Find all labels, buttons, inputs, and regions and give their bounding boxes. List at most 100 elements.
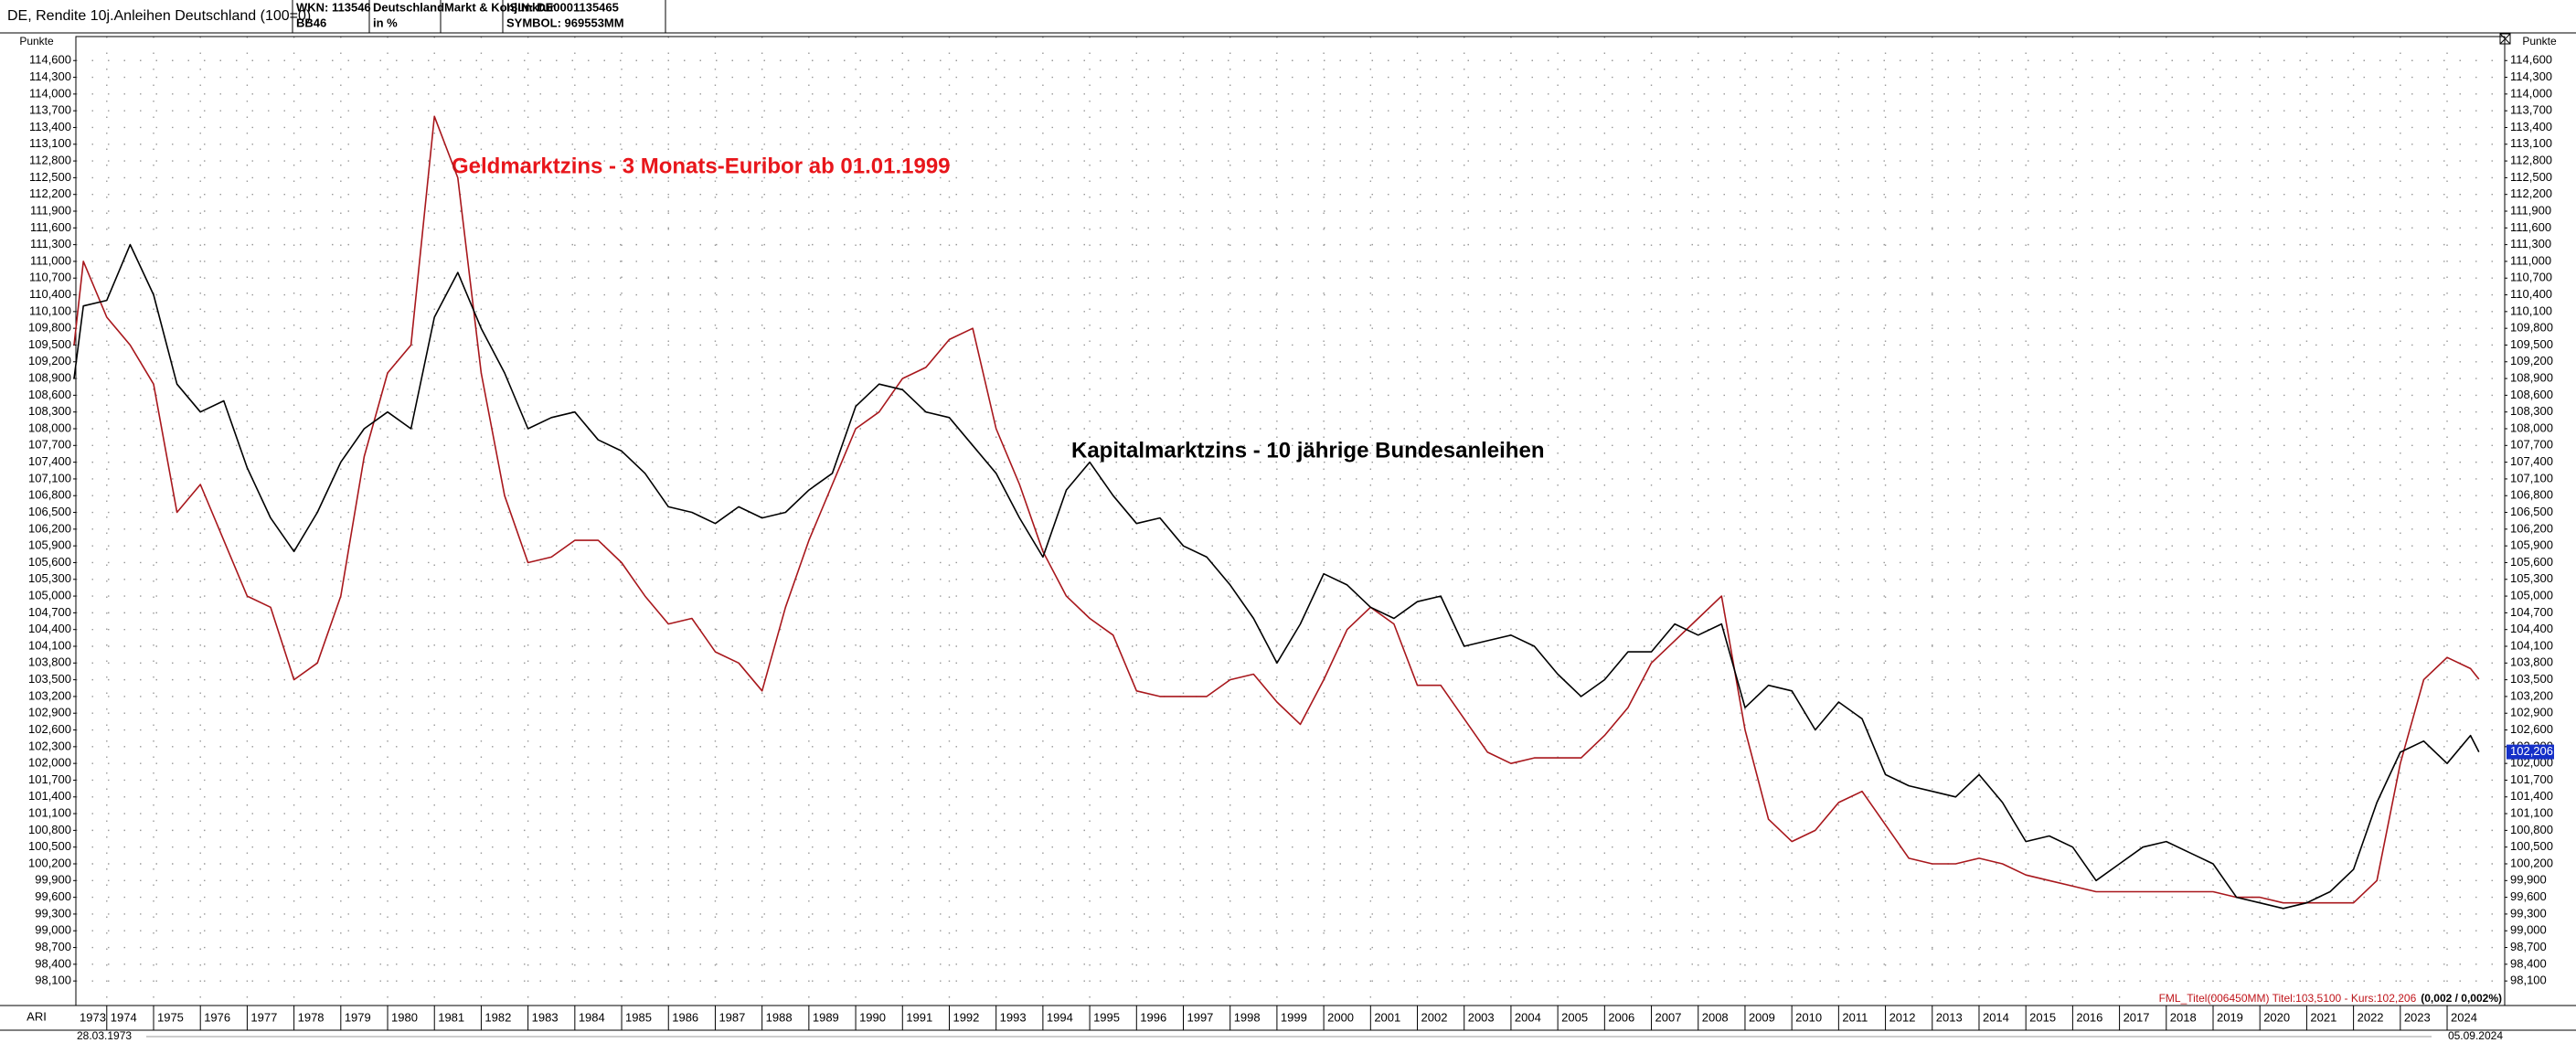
y-tick-label-right: 112,800 xyxy=(2510,154,2552,167)
x-tick-label: 2014 xyxy=(1983,1010,2009,1024)
y-tick-label-right: 108,900 xyxy=(2510,371,2553,385)
y-tick-label: 100,500 xyxy=(28,839,71,853)
current-value-badge xyxy=(2507,744,2554,760)
x-tick-label: 2022 xyxy=(2358,1010,2384,1024)
y-tick-label: 106,800 xyxy=(28,488,71,502)
x-tick-label: 1986 xyxy=(672,1010,698,1024)
y-tick-label: 114,300 xyxy=(29,69,71,83)
y-tick-label-right: 108,300 xyxy=(2510,404,2553,418)
y-tick-label: 103,200 xyxy=(28,688,71,702)
y-tick-label-right: 106,200 xyxy=(2510,521,2553,535)
y-tick-label-right: 100,200 xyxy=(2510,856,2553,869)
y-axis-label-right: Punkte xyxy=(2522,35,2557,48)
header-cell: in % xyxy=(373,16,398,29)
y-tick-label: 110,400 xyxy=(29,287,71,301)
current-value-label: 102,206 xyxy=(2510,744,2553,758)
x-tick-label: 2001 xyxy=(1374,1010,1400,1024)
x-tick-label: 1976 xyxy=(204,1010,230,1024)
y-tick-label-right: 106,500 xyxy=(2510,505,2553,518)
y-tick-label: 99,000 xyxy=(35,923,71,937)
x-tick-label: 2012 xyxy=(1889,1010,1916,1024)
y-tick-label: 101,100 xyxy=(28,806,71,820)
y-tick-label: 113,400 xyxy=(29,120,71,133)
y-tick-label: 102,000 xyxy=(28,756,71,770)
x-tick-label: 1974 xyxy=(111,1010,137,1024)
x-tick-label: 1977 xyxy=(250,1010,277,1024)
x-tick-label: 1980 xyxy=(391,1010,418,1024)
header-title: DE, Rendite 10j.Anleihen Deutschland (10… xyxy=(7,8,311,24)
x-tick-label: 2007 xyxy=(1655,1010,1682,1024)
x-tick-label: 2019 xyxy=(2217,1010,2243,1024)
y-tick-label-right: 99,600 xyxy=(2510,889,2547,903)
y-tick-label: 110,100 xyxy=(29,303,71,317)
x-tick-label: 1985 xyxy=(625,1010,652,1024)
y-tick-label-right: 103,800 xyxy=(2510,655,2553,669)
annotation: Geldmarktzins - 3 Monats-Euribor ab 01.0… xyxy=(452,154,951,178)
y-tick-label: 106,200 xyxy=(28,521,71,535)
x-tick-label: 1982 xyxy=(484,1010,511,1024)
y-tick-label-right: 100,800 xyxy=(2510,823,2553,836)
y-tick-label: 104,700 xyxy=(28,605,71,619)
x-tick-label: 1993 xyxy=(1000,1010,1027,1024)
y-tick-label: 103,800 xyxy=(28,655,71,669)
y-tick-label: 107,100 xyxy=(28,471,71,484)
y-tick-label-right: 110,100 xyxy=(2510,303,2552,317)
y-tick-label: 101,400 xyxy=(28,789,71,803)
line-series xyxy=(73,243,2480,910)
y-tick-label: 106,500 xyxy=(28,505,71,518)
x-tick-label: 2000 xyxy=(1327,1010,1354,1024)
y-tick-label-right: 113,100 xyxy=(2510,136,2552,150)
y-tick-label: 105,900 xyxy=(28,538,71,552)
y-tick-label-right: 112,200 xyxy=(2510,186,2552,200)
y-tick-label-right: 109,200 xyxy=(2510,354,2553,367)
y-tick-label: 109,200 xyxy=(28,354,71,367)
y-tick-label-right: 104,100 xyxy=(2510,638,2553,652)
y-tick-label: 113,700 xyxy=(29,103,71,117)
y-tick-label: 111,300 xyxy=(30,237,71,250)
x-tick-label: 1997 xyxy=(1187,1010,1213,1024)
x-tick-label: 1984 xyxy=(579,1010,605,1024)
x-tick-label: 2010 xyxy=(1795,1010,1822,1024)
y-tick-label-right: 105,300 xyxy=(2510,571,2553,585)
y-tick-label-right: 101,400 xyxy=(2510,789,2553,803)
y-tick-label-right: 110,400 xyxy=(2510,287,2552,301)
y-tick-label: 99,300 xyxy=(35,906,71,920)
y-tick-label: 102,600 xyxy=(28,722,71,736)
y-tick-label-right: 98,700 xyxy=(2510,940,2547,953)
y-tick-label-right: 114,300 xyxy=(2510,69,2552,83)
y-tick-label-right: 114,600 xyxy=(2510,53,2552,67)
x-tick-label: 2015 xyxy=(2029,1010,2056,1024)
y-tick-label: 104,100 xyxy=(28,638,71,652)
y-tick-label: 107,700 xyxy=(28,438,71,452)
y-tick-label: 107,400 xyxy=(28,454,71,468)
y-tick-label-right: 107,100 xyxy=(2510,471,2553,484)
y-tick-label: 104,400 xyxy=(28,622,71,635)
y-tick-label: 114,600 xyxy=(29,53,71,67)
x-tick-label: 2003 xyxy=(1468,1010,1495,1024)
x-tick-label: 1992 xyxy=(953,1010,979,1024)
x-tick-label: 2009 xyxy=(1749,1010,1775,1024)
y-tick-label: 101,700 xyxy=(28,772,71,786)
y-tick-label: 112,800 xyxy=(29,154,71,167)
y-tick-label: 105,600 xyxy=(28,555,71,569)
y-tick-label-right: 107,700 xyxy=(2510,438,2553,452)
x-tick-label: 1981 xyxy=(438,1010,464,1024)
header-cell: Markt & Konjunktur xyxy=(444,0,555,14)
x-tick-label: 1975 xyxy=(157,1010,184,1024)
footer-info: FML_Titel(006450MM) Titel:103,5100 - Kur… xyxy=(2159,992,2502,1005)
y-tick-label: 100,800 xyxy=(28,823,71,836)
y-tick-label: 111,600 xyxy=(30,220,71,234)
y-tick-label: 111,000 xyxy=(30,253,71,267)
line-series xyxy=(73,115,2480,904)
header: DE, Rendite 10j.Anleihen Deutschland (10… xyxy=(0,0,2576,34)
header-cell: ISIN: DE0001135465 xyxy=(506,0,619,14)
y-tick-label: 98,700 xyxy=(35,940,71,953)
y-tick-label-right: 108,000 xyxy=(2510,420,2553,434)
y-tick-label-right: 111,300 xyxy=(2510,237,2551,250)
y-tick-label: 108,300 xyxy=(28,404,71,418)
y-tick-label-right: 99,300 xyxy=(2510,906,2547,920)
y-tick-label: 102,300 xyxy=(28,739,71,752)
x-tick-label: 1998 xyxy=(1234,1010,1261,1024)
y-tick-label-right: 106,800 xyxy=(2510,488,2553,502)
